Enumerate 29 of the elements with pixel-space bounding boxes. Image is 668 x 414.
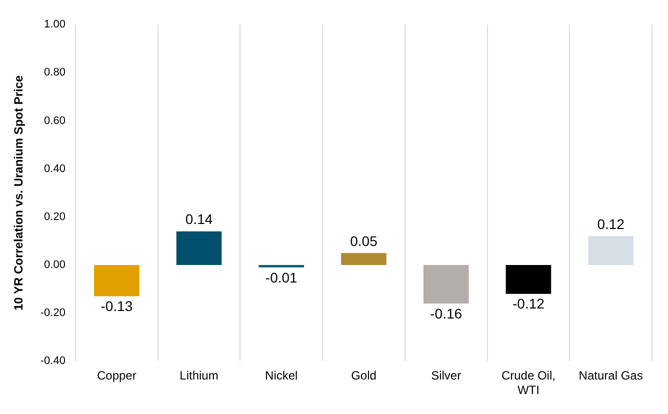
data-label: -0.13 [100, 298, 133, 314]
data-label: -0.16 [430, 305, 462, 322]
bar [506, 265, 552, 294]
data-label: 0.14 [185, 211, 213, 228]
bar [176, 231, 222, 266]
x-tick-label: Natural Gas [578, 368, 643, 383]
data-label: -0.12 [512, 296, 545, 312]
y-tick-label: -0.40 [40, 355, 66, 368]
x-tick-label: Copper [96, 368, 136, 383]
x-tick-label: Silver [431, 368, 462, 383]
y-tick-label: 1.00 [44, 18, 66, 31]
x-tick-label: Crude Oil, WTI [501, 368, 556, 398]
bar [94, 265, 140, 296]
y-tick-label: 0.00 [44, 259, 66, 272]
y-tick-label: 0.80 [44, 66, 66, 79]
bar [423, 265, 469, 304]
y-axis-title: 10 YR Correlation vs. Uranium Spot Price [12, 74, 26, 310]
data-label: -0.01 [265, 269, 298, 286]
data-label: 0.05 [350, 232, 378, 249]
y-tick-label: 0.40 [44, 162, 66, 175]
data-label: 0.12 [597, 216, 625, 232]
y-tick-label: 0.60 [44, 114, 66, 127]
y-tick-label: 0.20 [44, 210, 66, 223]
x-tick-label: Lithium [180, 368, 218, 383]
y-tick-label: -0.20 [40, 307, 66, 320]
bar [341, 253, 386, 266]
x-tick-label: Gold [351, 368, 376, 383]
bar [588, 236, 634, 266]
x-tick-label: Nickel [265, 368, 298, 383]
